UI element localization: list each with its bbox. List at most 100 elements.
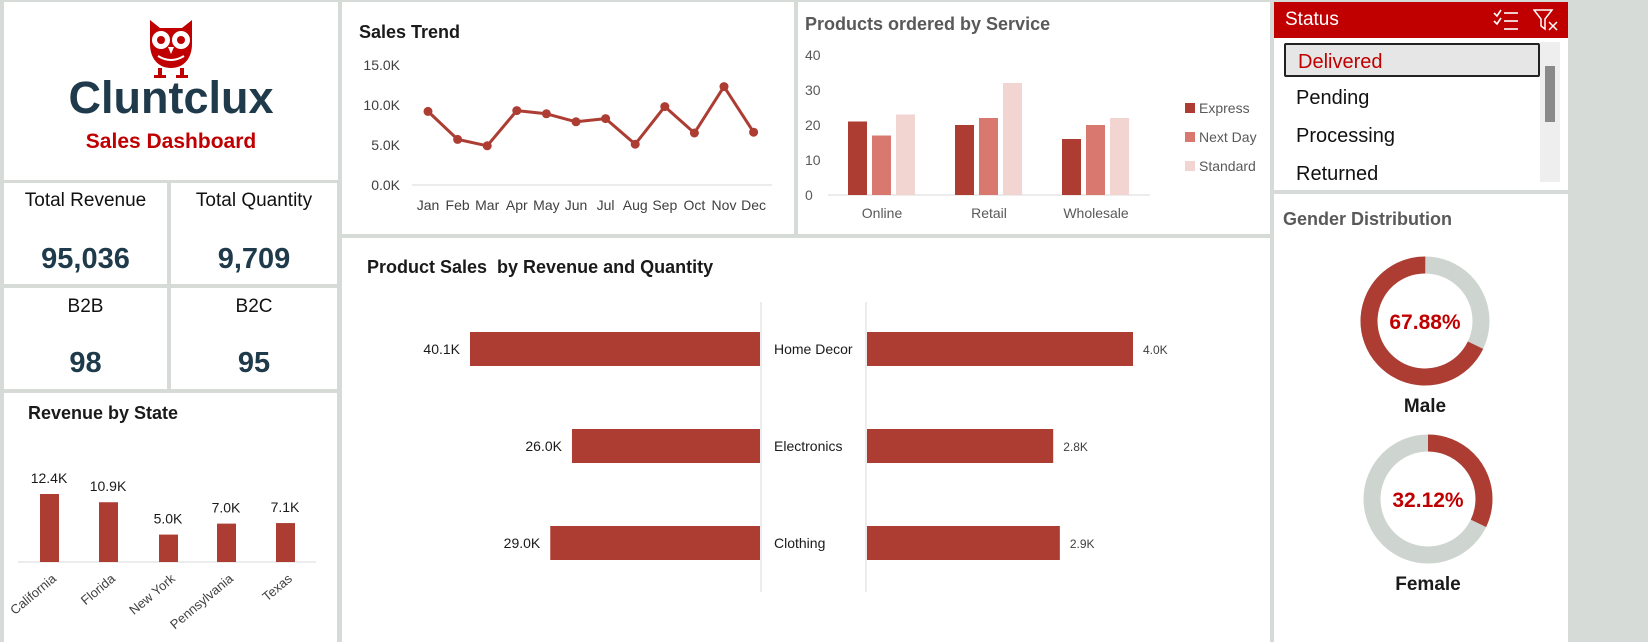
data-point [749, 127, 759, 137]
legend-swatch [1185, 103, 1195, 113]
bar [159, 534, 178, 562]
data-point [512, 106, 522, 116]
bar [40, 494, 59, 562]
y-tick-label: 0.0K [371, 177, 400, 193]
data-point [689, 128, 699, 138]
bar [1110, 118, 1129, 195]
x-tick-label: Nov [712, 197, 737, 213]
bar [1062, 139, 1081, 195]
x-tick-label: Texas [259, 570, 295, 604]
clear-filter-icon[interactable] [1533, 8, 1559, 32]
multi-select-icon[interactable] [1493, 9, 1519, 31]
x-tick-label: Aug [623, 197, 648, 213]
kpi-value: 95 [237, 347, 271, 379]
data-point [630, 139, 640, 149]
dashboard-subtitle: Sales Dashboard [85, 130, 257, 153]
x-tick-label: Feb [446, 197, 470, 213]
bar [848, 121, 867, 195]
x-tick-label: Wholesale [1063, 205, 1129, 221]
chart-title: Product Sales by Revenue and Quantity [367, 257, 714, 277]
x-tick-label: California [7, 570, 59, 617]
bar [1003, 83, 1022, 195]
kpi-label: Total Revenue [24, 190, 147, 211]
revenue-bar [470, 332, 760, 366]
x-tick-label: Jun [565, 197, 588, 213]
chart-title: Revenue by State [28, 403, 179, 423]
revenue-label: 40.1K [423, 341, 460, 357]
x-tick-label: Jan [417, 197, 440, 213]
donut-slice [1363, 434, 1493, 564]
slicer-item-pending[interactable]: Pending [1296, 87, 1370, 109]
chart-title: Products ordered by Service [805, 14, 1051, 34]
chart-title: Gender Distribution [1283, 209, 1453, 229]
logo-panel: Cluntclux Sales Dashboard [4, 2, 338, 180]
x-tick-label: Mar [475, 197, 499, 213]
revenue-by-state-panel: Revenue by State 12.4K California 10.9K Flo… [4, 393, 337, 642]
y-tick-label: 20 [805, 117, 821, 133]
gender-panel: Gender Distribution 67.88% Male 32.12% Fema… [1274, 194, 1568, 642]
quantity-label: 4.0K [1143, 343, 1168, 357]
brand-name: Cluntclux [68, 72, 274, 123]
slice-value-label: 67.88% [1389, 311, 1461, 334]
data-point [482, 141, 492, 151]
series-line [426, 85, 755, 148]
legend-label: Standard [1199, 158, 1256, 174]
service-chart: 0 10 20 30 40 Online Retail Wholesale Express Nex… [805, 47, 1257, 221]
y-tick-label: 30 [805, 82, 821, 98]
kpi-card-total-revenue: Total Revenue 95,036 [4, 183, 167, 284]
donut-slice [1360, 256, 1490, 386]
slicer-title: Status [1285, 9, 1339, 30]
data-label: 7.0K [212, 500, 241, 516]
category-label: Home Decor [774, 341, 853, 357]
revenue-label: 26.0K [525, 438, 562, 454]
sales-trend-chart: 0.0K 5.0K 10.0K 15.0K Jan Feb Mar Apr May Jun Jul A… [363, 57, 772, 213]
legend-swatch [1185, 161, 1195, 171]
service-panel: Products ordered by Service 0 10 20 30 40 Onl… [798, 2, 1270, 234]
quantity-label: 2.9K [1070, 537, 1095, 551]
product-sales-panel: Product Sales by Revenue and Quantity 40… [342, 238, 1270, 642]
legend-label: Express [1199, 100, 1250, 116]
bar [1086, 125, 1105, 195]
bar [896, 114, 915, 195]
x-tick-label: Florida [78, 570, 119, 608]
x-tick-label: May [533, 197, 559, 213]
quantity-bar [867, 526, 1060, 560]
x-tick-label: Sep [652, 197, 677, 213]
slice-value-label: 32.12% [1392, 489, 1464, 512]
x-tick-label: Dec [741, 197, 766, 213]
legend-swatch [1185, 132, 1195, 142]
x-tick-label: Jul [597, 197, 615, 213]
y-tick-label: 10 [805, 152, 821, 168]
data-point [719, 82, 729, 92]
y-tick-label: 15.0K [363, 57, 400, 73]
legend-label: Next Day [1199, 129, 1257, 145]
data-point [660, 102, 670, 112]
data-label: 10.9K [90, 478, 127, 494]
slice-name-label: Male [1404, 396, 1446, 417]
bar [872, 135, 891, 195]
y-tick-label: 0 [805, 187, 813, 203]
data-point [541, 109, 551, 119]
kpi-value: 98 [69, 347, 102, 379]
kpi-value: 9,709 [217, 243, 291, 275]
data-label: 12.4K [31, 470, 68, 486]
quantity-bar [867, 332, 1133, 366]
data-point [423, 106, 433, 116]
slicer-item-processing[interactable]: Processing [1296, 125, 1395, 147]
category-label: Clothing [774, 535, 825, 551]
bar [955, 125, 974, 195]
revenue-by-state-chart: 12.4K California 10.9K Florida 5.0K New York 7… [7, 470, 316, 632]
revenue-bar [550, 526, 760, 560]
x-tick-label: Pennsylvania [167, 570, 236, 632]
bar [979, 118, 998, 195]
owl-icon [150, 20, 192, 78]
kpi-card-total-quantity: Total Quantity 9,709 [171, 183, 337, 284]
kpi-label: B2B [67, 296, 104, 317]
slicer-item-delivered[interactable]: Delivered [1284, 43, 1540, 77]
kpi-card-b2b: B2B 98 [4, 288, 167, 389]
slicer-item-returned[interactable]: Returned [1296, 163, 1379, 185]
scrollbar-thumb[interactable] [1545, 66, 1555, 122]
x-tick-label: Apr [506, 197, 528, 213]
slicer-scrollbar[interactable] [1540, 42, 1560, 182]
status-slicer: Status Delivered Pending Processing Retu… [1274, 2, 1568, 190]
